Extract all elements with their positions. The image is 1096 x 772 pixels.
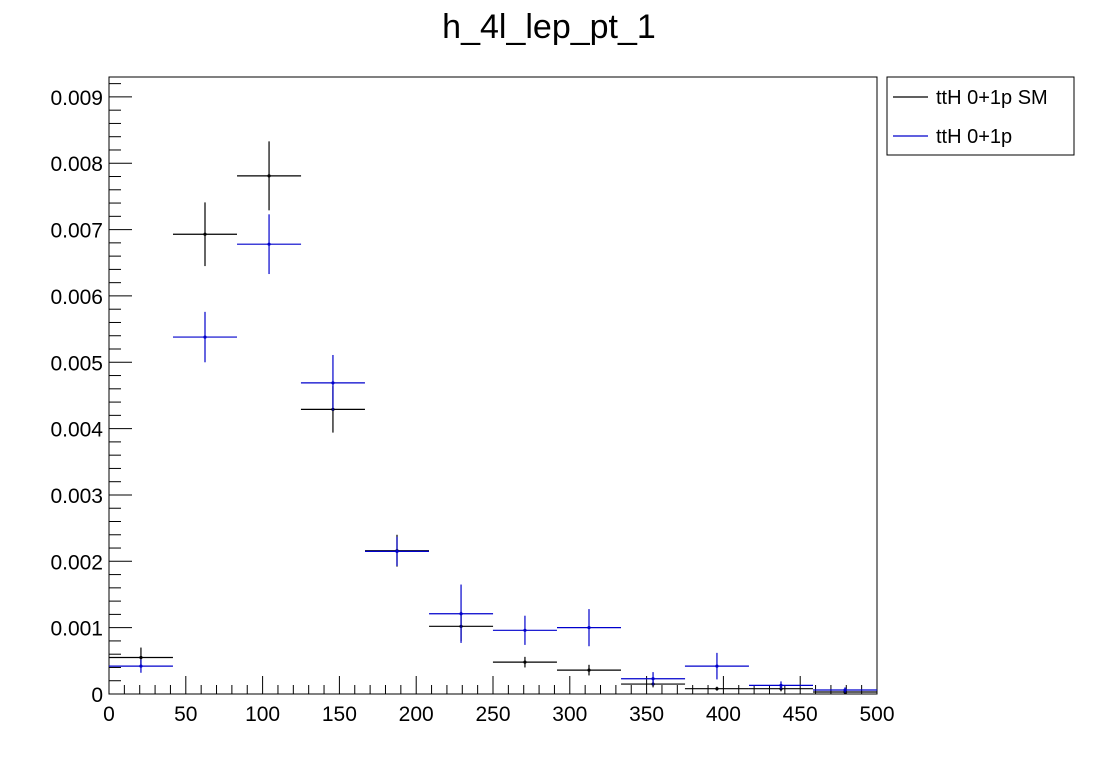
y-tick-label: 0.003: [50, 485, 103, 508]
data-point-marker: [779, 683, 783, 687]
data-point-marker: [587, 668, 591, 672]
y-tick-label: 0.001: [50, 618, 103, 641]
legend: ttH 0+1p SM ttH 0+1p: [886, 76, 1075, 156]
y-tick-label: 0.004: [50, 419, 103, 442]
y-tick-label: 0.008: [50, 153, 103, 176]
series-0: [108, 141, 878, 694]
x-tick-label: 150: [322, 703, 357, 726]
plot-frame: [108, 76, 878, 695]
y-tick-label: 0.007: [50, 220, 103, 243]
x-tick-label: 500: [859, 703, 894, 726]
data-point-marker: [267, 242, 271, 246]
data-point-marker: [267, 174, 271, 178]
x-tick-label: 350: [629, 703, 664, 726]
data-point-marker: [715, 664, 719, 668]
x-tick-label: 300: [552, 703, 587, 726]
data-point-marker: [331, 381, 335, 385]
data-point-marker: [139, 664, 143, 668]
data-point-marker: [715, 687, 719, 691]
data-point-marker: [651, 677, 655, 681]
x-tick-label: 400: [706, 703, 741, 726]
data-point-marker: [203, 232, 207, 236]
y-tick-label: 0.006: [50, 286, 103, 309]
data-point-marker: [523, 660, 527, 664]
data-point-marker: [395, 549, 399, 553]
data-point-marker: [523, 628, 527, 632]
axes: 0 50 100 150 200 250 300 350 400 450 500 0 0.001 0.00…: [50, 83, 895, 726]
x-tick-label: 50: [174, 703, 197, 726]
series-layer: [108, 141, 878, 694]
data-point-marker: [203, 335, 207, 339]
x-tick-label: 450: [783, 703, 818, 726]
legend-box: [886, 76, 1075, 156]
legend-label-ttH-sm: ttH 0+1p SM: [936, 87, 1048, 109]
y-tick-label: 0.005: [50, 352, 103, 375]
x-tick-label: 0: [103, 703, 115, 726]
x-tick-label: 250: [475, 703, 510, 726]
y-tick-label: 0: [91, 684, 103, 707]
y-tick-label: 0.002: [50, 551, 103, 574]
legend-label-ttH: ttH 0+1p: [936, 126, 1012, 148]
data-point-marker: [459, 612, 463, 616]
data-point-marker: [587, 626, 591, 630]
y-tick-label: 0.009: [50, 87, 103, 110]
data-point-marker: [139, 655, 143, 660]
chart-title: h_4l_lep_pt_1: [442, 8, 656, 46]
x-tick-label: 200: [399, 703, 434, 726]
data-point-marker: [843, 688, 847, 692]
series-1: [108, 214, 878, 693]
x-tick-label: 100: [245, 703, 280, 726]
